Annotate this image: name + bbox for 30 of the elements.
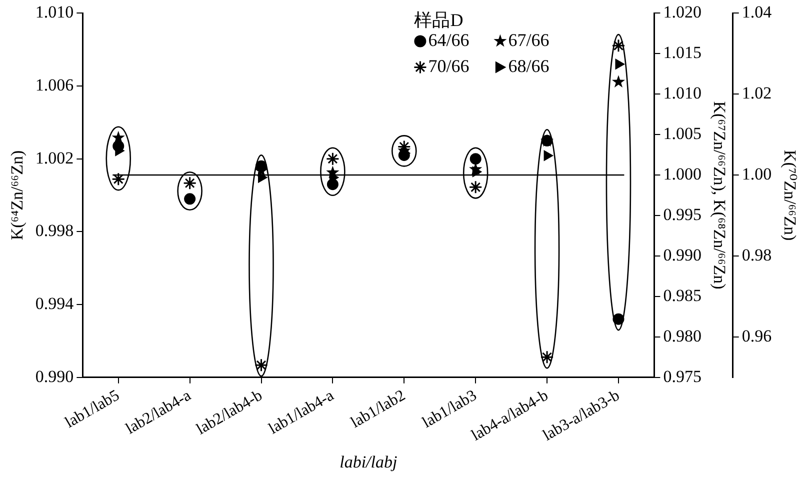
y-tick-label: 1.002: [35, 148, 74, 168]
y3-tick-label: 1.04: [742, 2, 772, 22]
y-tick-label: 0.994: [35, 294, 74, 313]
y-tick-label: 0.990: [35, 366, 74, 386]
y2-tick-label: 0.975: [663, 366, 702, 386]
legend-label: 67/66: [508, 30, 550, 50]
y-axis-title: K(⁶⁴Zn/⁶⁶Zn): [8, 150, 27, 240]
y2-tick-label: 1.000: [663, 164, 702, 184]
y3-tick-label: 1.00: [742, 164, 772, 184]
y2-tick-label: 0.985: [663, 286, 702, 305]
y-tick-label: 0.998: [35, 221, 74, 240]
y3-tick-label: 1.02: [742, 84, 772, 103]
y2-tick-label: 1.020: [663, 2, 702, 22]
legend-label: 64/66: [428, 30, 470, 50]
y3-tick-label: 0.96: [742, 326, 772, 346]
y2-tick-label: 1.005: [663, 124, 702, 144]
legend-label: 70/66: [428, 56, 470, 76]
y3-tick-label: 0.98: [742, 245, 772, 264]
y2-tick-label: 0.995: [663, 204, 702, 224]
x-axis-title: labi/labj: [340, 452, 398, 472]
y2-tick-label: 1.015: [663, 43, 702, 62]
y-tick-label: 1.010: [35, 2, 74, 22]
y2-tick-label: 0.990: [663, 245, 702, 264]
y-tick-label: 1.006: [35, 75, 74, 94]
y2-tick-label: 0.980: [663, 326, 702, 346]
y2-tick-label: 1.010: [663, 84, 702, 103]
y2-axis-title: K(⁶⁷Zn/⁶⁶Zn), K(⁶⁸Zn/⁶⁶Zn): [710, 101, 730, 290]
legend-label: 68/66: [508, 56, 550, 76]
y3-axis-title: K(⁷⁰Zn/⁶⁶Zn): [780, 150, 800, 241]
legend-title: 样品D: [414, 10, 464, 30]
